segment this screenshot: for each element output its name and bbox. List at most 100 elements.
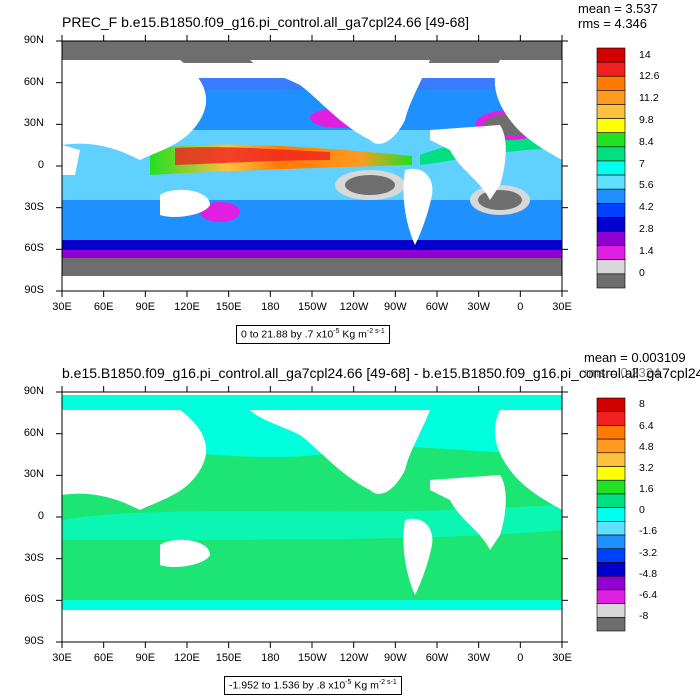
colorbar-label: -4.8 xyxy=(639,567,658,580)
panel-2-range-label: -1.952 to 1.536 by .8 x10-5 Kg m-2 s-1 xyxy=(224,676,402,695)
colorbar-swatch xyxy=(596,75,626,91)
range-unit: Kg m xyxy=(351,679,379,692)
panel-1-rms: rms = 4.346 xyxy=(578,16,648,31)
colorbar-swatch xyxy=(596,603,626,618)
colorbar-label: 1.4 xyxy=(639,244,654,257)
colorbar-label: 3.2 xyxy=(639,461,654,474)
panel-2-title: b.e15.B1850.f09_g16.pi_control.all_ga7cp… xyxy=(62,365,700,381)
y-tick-label: 60S xyxy=(24,593,44,606)
colorbar-label: 9.8 xyxy=(639,114,654,126)
colorbar-swatch xyxy=(596,160,626,176)
x-tick-label: 60W xyxy=(425,301,449,313)
y-tick-label: 30S xyxy=(24,551,44,564)
colorbar-swatch xyxy=(596,104,626,119)
colorbar-swatch xyxy=(596,616,626,632)
colorbar-swatch xyxy=(596,174,626,190)
x-tick-label: 120W xyxy=(339,301,369,313)
y-tick-label: 90S xyxy=(24,284,44,296)
x-tick-label: 60W xyxy=(425,652,449,664)
range-exp: -5 xyxy=(333,328,340,335)
y-tick-label: 30N xyxy=(23,468,44,481)
colorbar-swatch xyxy=(596,562,626,577)
colorbar-swatch xyxy=(596,479,626,495)
colorbar-label: -8 xyxy=(639,610,649,623)
y-tick-label: 0 xyxy=(37,159,44,171)
colorbar-label: 5.6 xyxy=(639,179,654,192)
x-tick-label: 180 xyxy=(261,652,280,664)
colorbar-swatch xyxy=(596,245,626,261)
x-tick-label: 150E xyxy=(215,301,242,313)
range-text: -1.952 to 1.536 by .8 x10 xyxy=(229,679,346,692)
colorbar-label: 11.2 xyxy=(639,92,659,105)
colorbar-swatch xyxy=(596,548,626,563)
colorbar-label: 7 xyxy=(639,157,645,170)
colorbar-swatch xyxy=(596,575,626,591)
colorbar-label: 4.2 xyxy=(639,201,654,214)
x-tick-label: 60E xyxy=(93,301,114,313)
colorbar-swatch xyxy=(596,188,626,204)
x-tick-label: 30E xyxy=(552,652,572,664)
x-tick-label: 150E xyxy=(215,652,242,664)
colorbar-label: 6.4 xyxy=(639,419,654,432)
colorbar-swatch xyxy=(596,534,626,550)
x-tick-label: 150W xyxy=(298,652,327,664)
colorbar-swatch xyxy=(596,397,626,413)
x-tick-label: 150W xyxy=(298,301,327,313)
colorbar-swatch xyxy=(596,589,626,604)
colorbar-swatch xyxy=(596,202,626,218)
y-tick-label: 30S xyxy=(24,200,44,213)
x-tick-label: 30E xyxy=(552,301,572,313)
colorbar-label: 1.6 xyxy=(639,483,654,496)
colorbar-swatch xyxy=(596,425,626,440)
colorbar-swatch xyxy=(596,411,626,426)
colorbar-swatch xyxy=(596,61,626,77)
continents-2 xyxy=(62,410,562,595)
range-exp: -5 xyxy=(345,679,352,686)
colorbar-label: -1.6 xyxy=(639,525,658,538)
y-tick-label: 90S xyxy=(24,635,44,647)
colorbar-swatch xyxy=(596,507,626,522)
colorbar-label: 4.8 xyxy=(639,440,654,453)
colorbar-swatch xyxy=(596,217,626,232)
colorbar-label: 14 xyxy=(639,48,651,61)
colorbar-swatch xyxy=(596,231,626,246)
colorbar-label: 0 xyxy=(639,504,645,517)
x-tick-label: 0 xyxy=(517,301,524,313)
colorbar-label: 2.8 xyxy=(639,223,654,236)
colorbar-swatch xyxy=(596,438,626,454)
colorbar-swatch xyxy=(596,118,626,134)
x-tick-label: 0 xyxy=(517,652,524,664)
y-tick-label: 90N xyxy=(23,385,44,397)
x-tick-label: 120W xyxy=(339,652,369,664)
colorbar-swatch xyxy=(596,146,626,162)
x-tick-label: 30W xyxy=(467,301,490,313)
range-text: 0 to 21.88 by .7 x10 xyxy=(241,328,334,341)
x-tick-label: 120E xyxy=(174,301,200,313)
colorbar-swatch xyxy=(596,452,626,467)
x-tick-label: 30E xyxy=(52,652,72,664)
x-tick-label: 180 xyxy=(261,301,280,313)
colorbar-swatch xyxy=(596,47,626,63)
x-tick-label: 60E xyxy=(93,652,114,664)
x-tick-label: 90E xyxy=(135,652,156,664)
colorbar-swatch xyxy=(596,493,626,508)
map-panel-2 xyxy=(61,391,563,643)
x-tick-label: 90W xyxy=(384,652,407,664)
colorbar-swatch xyxy=(596,273,626,289)
range-unit: Kg m xyxy=(339,328,367,341)
colorbar-label: -6.4 xyxy=(639,588,658,601)
y-tick-label: 60S xyxy=(24,242,44,255)
colorbar-label: 0 xyxy=(639,266,645,279)
colorbar-swatch xyxy=(596,90,626,105)
colorbar-label: 8.4 xyxy=(639,135,654,148)
colorbar-label: 12.6 xyxy=(639,70,660,83)
colorbar-swatch xyxy=(596,259,626,275)
panel-2-mean: mean = 0.003109 xyxy=(584,350,686,365)
colorbar-label: 8 xyxy=(639,398,645,411)
y-tick-label: 0 xyxy=(37,510,44,522)
x-tick-label: 90E xyxy=(135,301,156,313)
panel-1-mean: mean = 3.537 xyxy=(578,1,658,16)
x-tick-label: 90W xyxy=(384,301,407,313)
y-tick-label: 60N xyxy=(23,75,44,88)
